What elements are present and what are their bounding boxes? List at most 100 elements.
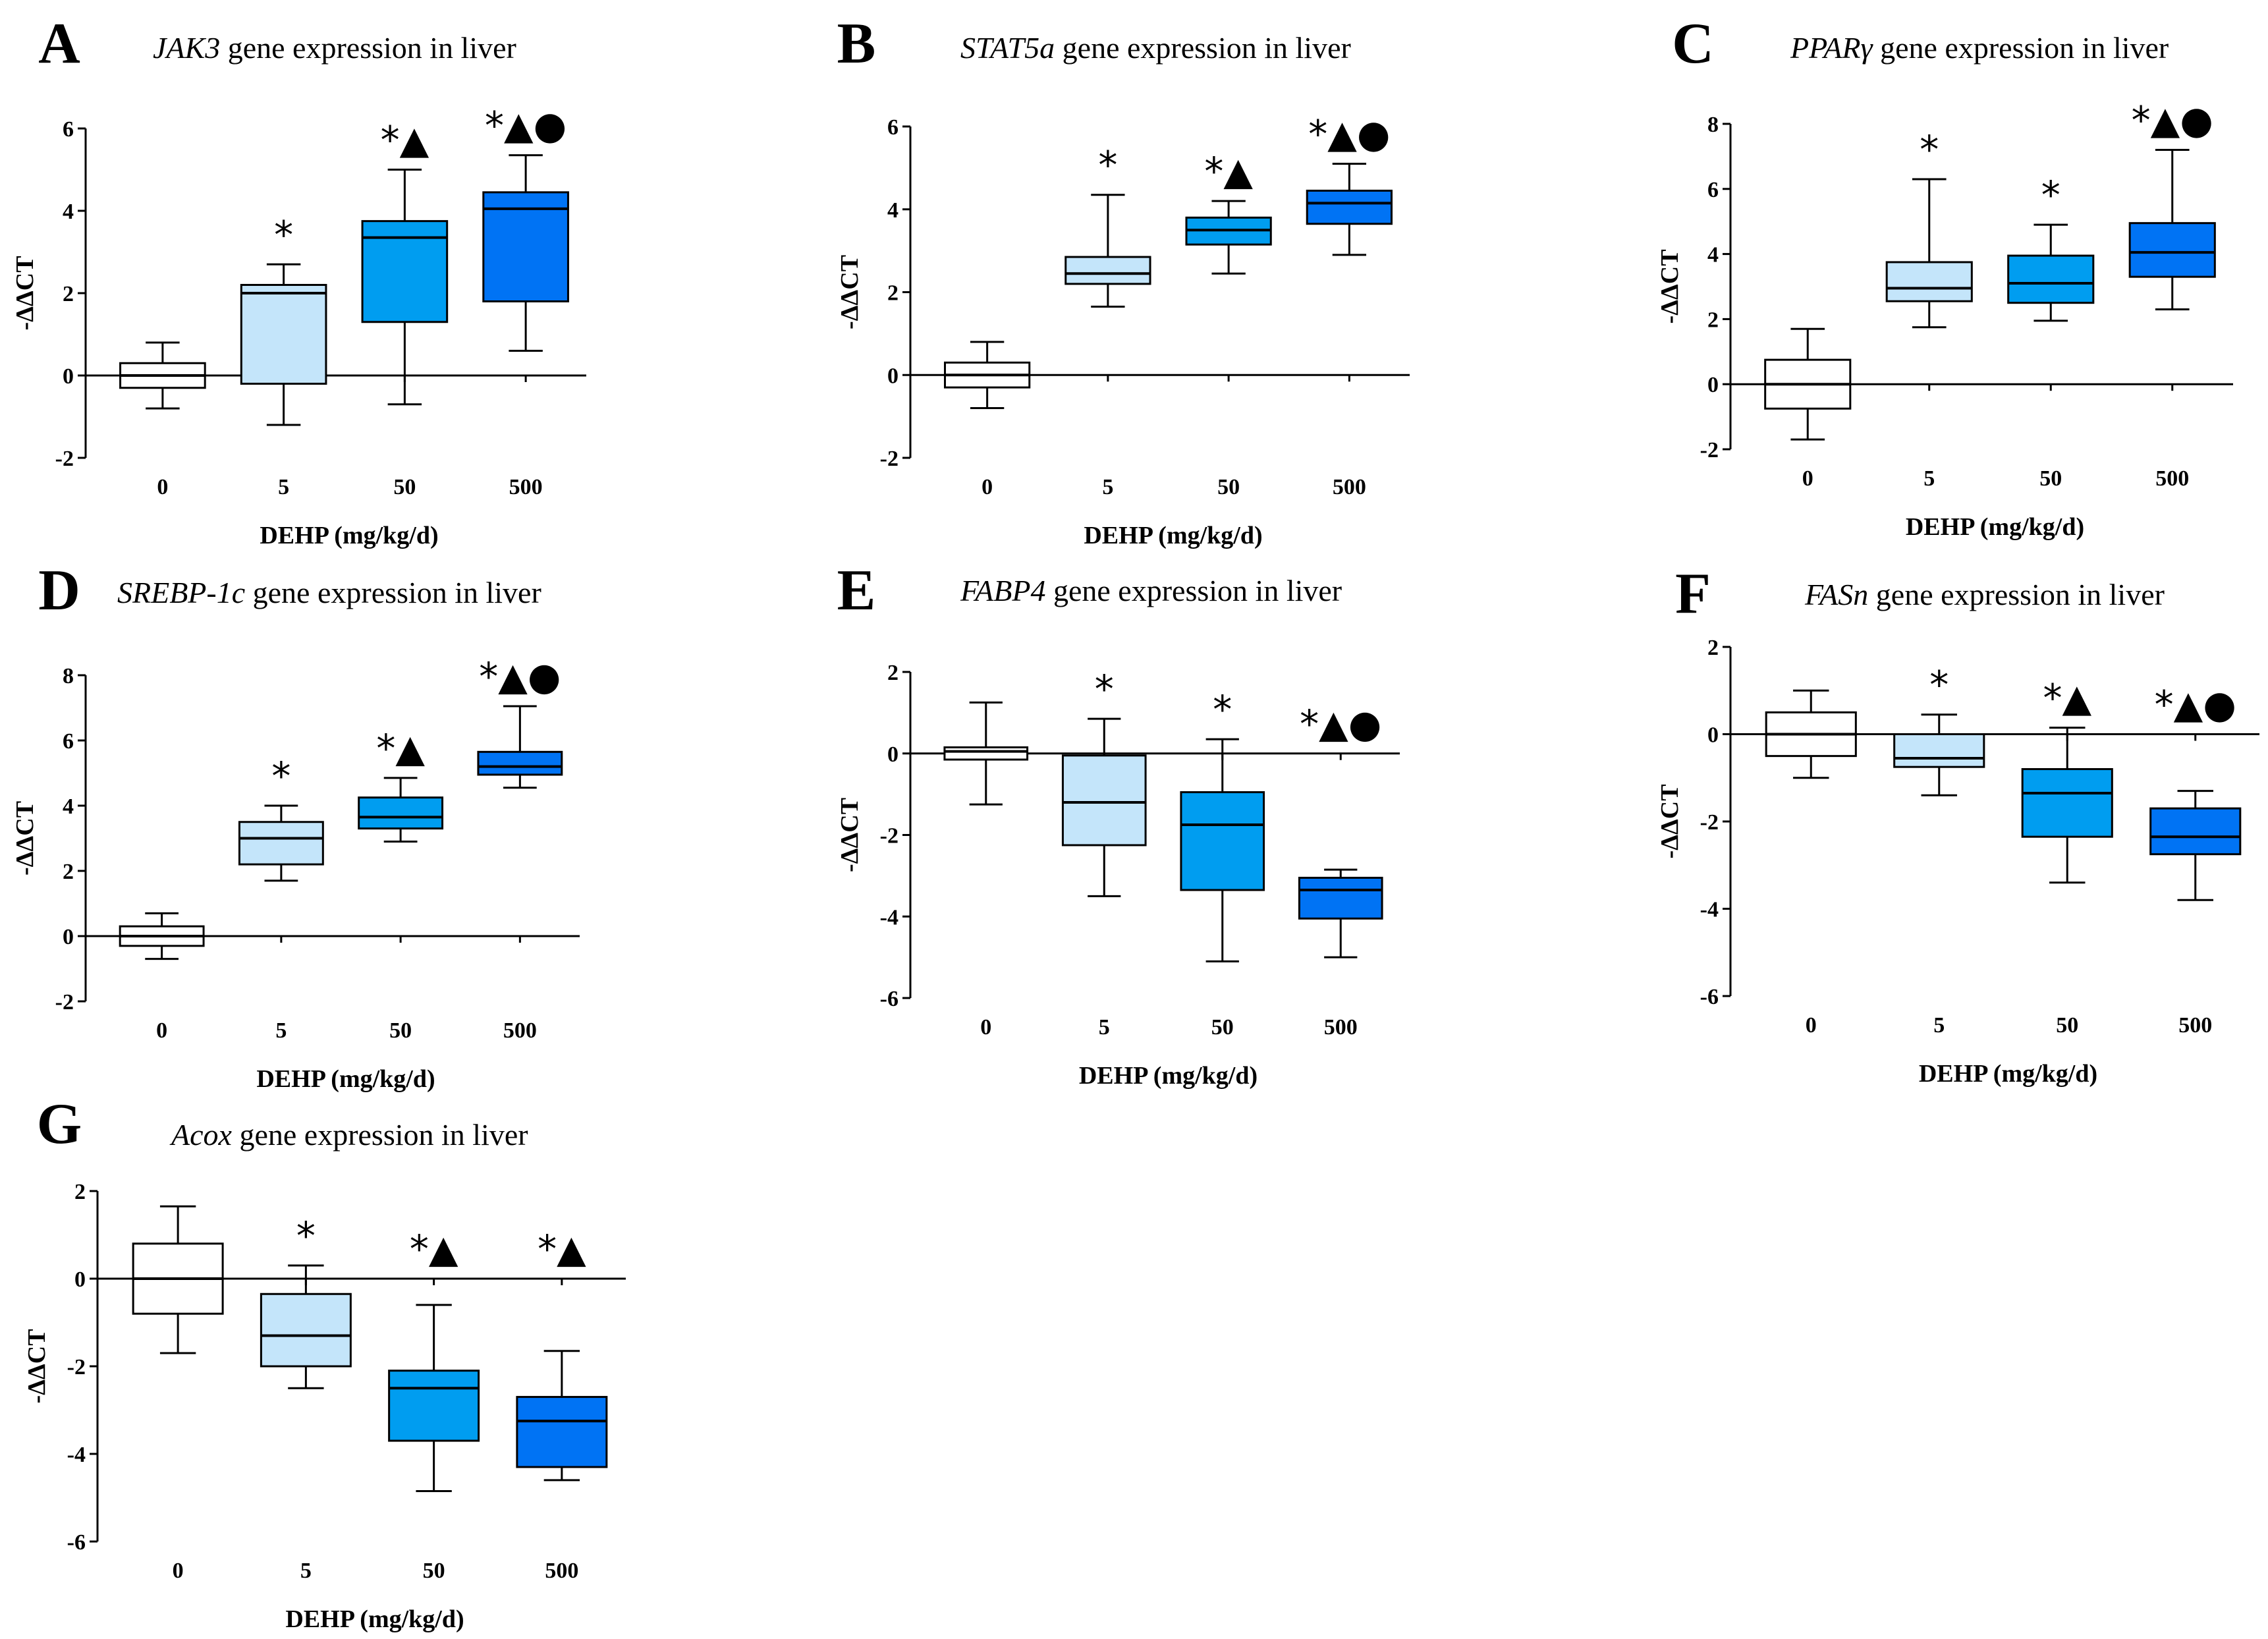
panel-letter: F <box>1675 562 1711 626</box>
y-tick-label: 2 <box>887 661 899 685</box>
panel-g: G Acox gene expression in liver -6 -4 -2 0 2 -Δ… <box>23 1092 626 1633</box>
y-tick-label: -2 <box>67 1355 86 1379</box>
gene-name: STAT5a <box>960 31 1055 65</box>
panel-letter: E <box>837 559 876 623</box>
x-category-label: 0 <box>156 1018 167 1043</box>
x-category-label: 0 <box>1802 466 1813 491</box>
y-tick-label: 0 <box>74 1267 86 1292</box>
y-tick-label: 4 <box>63 794 74 819</box>
panel-b: B STAT5a gene expression in liver -2 0 2 4 6 -Δ… <box>836 12 1410 549</box>
y-axis-title: -ΔΔCT <box>1656 249 1684 323</box>
panel-letter: B <box>837 12 876 76</box>
box-iqr <box>388 1370 480 1442</box>
y-tick-label: 4 <box>1707 243 1719 267</box>
x-category-label: 50 <box>1217 475 1240 499</box>
box-500: *▲● 500 <box>482 103 569 499</box>
y-tick-label: 2 <box>63 860 74 884</box>
title-suffix: gene expression in liver <box>1045 574 1342 607</box>
x-category-label: 5 <box>278 475 289 499</box>
panel-title: FASn gene expression in liver <box>1804 578 2165 611</box>
y-tick-label: -2 <box>880 824 899 848</box>
box-5: *5 <box>1885 127 1973 491</box>
significance-marker: * <box>1095 667 1114 711</box>
significance-marker: *▲ <box>376 726 425 771</box>
x-category-label: 0 <box>1806 1013 1817 1038</box>
box-iqr <box>2128 222 2216 278</box>
y-tick-label: 6 <box>1707 178 1719 202</box>
panel-title: STAT5a gene expression in liver <box>960 31 1351 65</box>
y-tick-label: 2 <box>887 281 899 306</box>
y-tick-label: -6 <box>880 987 899 1011</box>
panel-a: A JAK3 gene expression in liver -2 0 2 4 6 -ΔΔC… <box>11 12 586 549</box>
y-tick-label: -2 <box>1700 438 1719 462</box>
x-category-label: 500 <box>2155 466 2189 491</box>
panel-f: F FASn gene expression in liver -6 -4 -2 0 2 -Δ… <box>1656 562 2259 1088</box>
box-iqr <box>1885 261 1973 302</box>
box-iqr <box>1061 754 1147 847</box>
box-500: *▲● 500 <box>2128 98 2216 491</box>
box-0: 0 <box>1765 689 1857 1038</box>
y-tick-label: 8 <box>1707 113 1719 137</box>
x-axis-title: DEHP (mg/kg/d) <box>256 1065 435 1093</box>
box-iqr <box>1306 189 1393 225</box>
y-tick-label: -4 <box>880 905 899 930</box>
gene-name: FASn <box>1804 578 1868 611</box>
box-iqr <box>358 796 444 830</box>
x-axis-title: DEHP (mg/kg/d) <box>1906 513 2084 541</box>
significance-marker: * <box>271 754 290 798</box>
x-category-label: 50 <box>423 1559 445 1583</box>
x-category-label: 5 <box>275 1018 287 1043</box>
x-category-label: 50 <box>389 1018 412 1043</box>
x-category-label: 50 <box>2039 466 2062 491</box>
gene-name: JAK3 <box>153 31 220 65</box>
panel-letter: D <box>38 559 80 623</box>
y-axis-title: -ΔΔCT <box>11 801 39 875</box>
x-category-label: 5 <box>1099 1015 1110 1040</box>
title-suffix: gene expression in liver <box>1873 31 2169 65</box>
box-iqr <box>1298 876 1383 920</box>
x-category-label: 0 <box>173 1559 184 1583</box>
box-5: *5 <box>1065 143 1151 499</box>
box-50: *▲ 50 <box>1185 149 1272 499</box>
box-5: *5 <box>260 1213 352 1583</box>
box-iqr <box>477 750 563 776</box>
significance-marker: *▲● <box>485 103 567 148</box>
significance-marker: * <box>296 1213 316 1258</box>
y-tick-label: -2 <box>55 990 74 1014</box>
panel-d: D SREBP-1c gene expression in liver -2 0 2 4 6… <box>11 559 580 1093</box>
box-0: 0 <box>119 912 205 1043</box>
significance-marker: *▲ <box>410 1227 458 1271</box>
box-iqr <box>2007 254 2095 304</box>
significance-marker: * <box>1920 127 1939 172</box>
y-tick-label: 0 <box>1707 373 1719 397</box>
y-axis-title: -ΔΔCT <box>23 1329 51 1403</box>
box-0: 0 <box>1764 327 1852 491</box>
panel-letter: G <box>37 1092 82 1156</box>
y-tick-label: 0 <box>887 742 899 767</box>
significance-marker: * <box>2041 173 2061 217</box>
x-category-label: 500 <box>503 1018 537 1043</box>
box-5: *5 <box>238 754 324 1043</box>
x-axis-title: DEHP (mg/kg/d) <box>260 522 438 549</box>
significance-marker: *▲ <box>538 1227 586 1271</box>
x-category-label: 500 <box>1324 1015 1358 1040</box>
box-iqr <box>482 191 569 302</box>
y-tick-label: 0 <box>1707 723 1719 748</box>
x-category-label: 0 <box>157 475 168 499</box>
y-axis-title: -ΔΔCT <box>11 256 39 330</box>
y-tick-label: 6 <box>887 115 899 140</box>
y-tick-label: 6 <box>63 729 74 754</box>
panel-title: SREBP-1c gene expression in liver <box>117 576 541 609</box>
x-category-label: 500 <box>2178 1013 2212 1038</box>
panel-title: PPARγ gene expression in liver <box>1790 31 2169 65</box>
title-suffix: gene expression in liver <box>220 31 516 65</box>
box-50: *▲ 50 <box>2021 676 2113 1038</box>
box-iqr <box>260 1292 352 1368</box>
significance-marker: *▲● <box>2132 98 2213 143</box>
y-axis-title: -ΔΔCT <box>836 255 864 329</box>
panel-c: C PPARγ gene expression in liver -2 0 2 4 6 8 -Δ… <box>1656 12 2233 541</box>
panel-title: FABP4 gene expression in liver <box>960 574 1342 607</box>
x-category-label: 500 <box>545 1559 578 1583</box>
y-tick-label: -2 <box>55 447 74 471</box>
panel-title: Acox gene expression in liver <box>169 1118 528 1152</box>
